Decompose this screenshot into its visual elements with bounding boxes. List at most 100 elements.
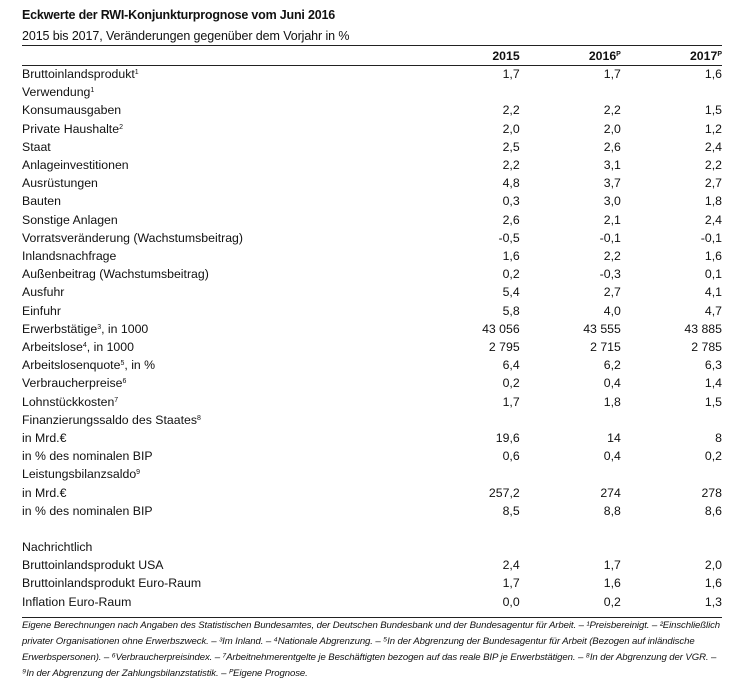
table-row: Lohnstückkosten7 1,7 1,8 1,5 [22, 393, 722, 411]
value-cell: -0,1 [700, 230, 722, 245]
footnote-marker: 7 [114, 396, 119, 404]
table-row: Verwendung1 [22, 83, 722, 101]
header-row: 2015 2016P 2017P [22, 48, 722, 65]
memo-row: Bruttoinlandsprodukt Euro-Raum 1,7 1,6 1,6 [22, 574, 722, 592]
value-cell [419, 465, 520, 483]
value-cell: 1,3 [704, 594, 722, 609]
row-label: Vorratsveränderung (Wachstumsbeitrag) [22, 230, 243, 245]
value-cell: 1,6 [704, 249, 722, 264]
table-row: Anlageinvestitionen 2,2 3,1 2,2 [22, 156, 722, 174]
value-cell: 6,2 [603, 358, 621, 373]
table-row: Ausfuhr 5,4 2,7 4,1 [22, 283, 722, 301]
value-cell: 4,1 [704, 285, 722, 300]
table-row: Vorratsveränderung (Wachstumsbeitrag) -0,… [22, 229, 722, 247]
value-cell: 3,0 [603, 194, 621, 209]
table-row: Bruttoinlandsprodukt1 1,7 1,7 1,6 [22, 65, 722, 83]
table-row: Verbraucherpreise6 0,2 0,4 1,4 [22, 374, 722, 392]
footnote: Eigene Berechnungen nach Angaben des Sta… [22, 620, 721, 679]
table-row: in % des nominalen BIP 8,5 8,8 8,6 [22, 502, 722, 520]
footnote-marker: 8 [197, 414, 201, 422]
value-cell: 0,2 [704, 449, 722, 464]
row-label: Bruttoinlandsprodukt1 [22, 67, 139, 81]
memo-title: Nachrichtlich [22, 540, 93, 555]
table-row: Erwerbstätige3, in 1000 43 056 43 555 43 88… [22, 320, 722, 338]
table-row: Konsumausgaben 2,2 2,2 1,5 [22, 101, 722, 119]
footnote-marker: 4 [82, 342, 87, 350]
row-label: Staat [22, 139, 51, 154]
value-cell: 3,1 [603, 158, 621, 173]
column-header-2016: 2016P [588, 49, 621, 63]
forecast-table: 2015 2016P 2017P Bruttoinlandsprodukt1 1,… [22, 48, 722, 611]
value-cell: 1,6 [704, 67, 722, 81]
column-header-2017: 2017P [689, 49, 722, 63]
footnote-marker: 3 [97, 323, 102, 331]
row-label: Außenbeitrag (Wachstumsbeitrag) [22, 267, 209, 282]
row-label: Bruttoinlandsprodukt USA [22, 558, 164, 573]
bottom-rule [22, 617, 722, 618]
table-row: Außenbeitrag (Wachstumsbeitrag) 0,2 -0,3 0,… [22, 265, 722, 283]
value-cell [621, 411, 722, 429]
value-cell: 1,7 [502, 394, 520, 409]
table-row: in Mrd.€ 19,6 14 8 [22, 429, 722, 447]
value-cell: 278 [701, 485, 722, 500]
spacer-row [22, 520, 722, 538]
value-cell: 43 555 [583, 321, 621, 336]
value-cell: 2,6 [603, 139, 621, 154]
value-cell: 43 885 [684, 321, 722, 336]
memo-title-row: Nachrichtlich [22, 538, 722, 556]
value-cell: 1,7 [603, 67, 621, 81]
value-cell: 4,7 [704, 303, 722, 318]
footnote-marker: 2 [119, 123, 123, 131]
value-cell [621, 83, 722, 101]
row-label: Verbraucherpreise6 [22, 376, 127, 391]
memo-row: Inflation Euro-Raum 0,0 0,2 1,3 [22, 593, 722, 611]
row-label: Inlandsnachfrage [22, 249, 117, 264]
value-cell [621, 465, 722, 483]
footnote-marker: 1 [134, 69, 139, 76]
value-cell: 1,8 [603, 394, 621, 409]
value-cell: 2 715 [590, 340, 621, 355]
value-cell: 8 [715, 431, 722, 446]
value-cell: 1,6 [603, 576, 621, 591]
value-cell: 1,7 [502, 67, 520, 81]
value-cell: 2,4 [704, 212, 722, 227]
table-title: Eckwerte der RWI-Konjunkturprognose vom … [22, 8, 335, 22]
value-cell: 8,8 [603, 503, 621, 518]
value-cell: 2,4 [704, 139, 722, 154]
value-cell: 6,3 [704, 358, 722, 373]
value-cell: 1,5 [704, 394, 722, 409]
row-label: Bruttoinlandsprodukt Euro-Raum [22, 576, 202, 591]
value-cell: 257,2 [488, 485, 520, 500]
value-cell: 1,4 [704, 376, 722, 391]
value-cell: -0,5 [498, 230, 520, 245]
value-cell: 2,0 [704, 558, 722, 573]
value-cell: 8,6 [704, 503, 722, 518]
value-cell: 1,6 [502, 249, 520, 264]
value-cell: 2,7 [603, 285, 621, 300]
table-row: Inlandsnachfrage 1,6 2,2 1,6 [22, 247, 722, 265]
row-label: Arbeitslosenquote5, in % [22, 358, 156, 373]
value-cell: -0,3 [599, 267, 621, 282]
table-row: Bauten 0,3 3,0 1,8 [22, 192, 722, 210]
value-cell [520, 411, 621, 429]
table-row: Staat 2,5 2,6 2,4 [22, 138, 722, 156]
value-cell: 43 056 [482, 321, 520, 336]
row-label: Ausfuhr [22, 285, 65, 300]
value-cell: 8,5 [502, 503, 520, 518]
value-cell: 0,2 [502, 376, 520, 391]
table-row: Leistungsbilanzsaldo9 [22, 465, 722, 483]
column-header-2015: 2015 [492, 49, 520, 63]
row-label: Sonstige Anlagen [22, 212, 118, 227]
row-label: Lohnstückkosten7 [22, 394, 119, 409]
value-cell: 2,0 [603, 121, 621, 136]
row-label: Arbeitslose4, in 1000 [22, 340, 134, 355]
value-cell: 14 [607, 431, 621, 446]
table-row: Private Haushalte2 2,0 2,0 1,2 [22, 120, 722, 138]
value-cell [419, 411, 520, 429]
value-cell: 1,5 [704, 103, 722, 118]
table-row: Arbeitslose4, in 1000 2 795 2 715 2 785 [22, 338, 722, 356]
value-cell: 0,6 [502, 449, 520, 464]
table-row: Arbeitslosenquote5, in % 6,4 6,2 6,3 [22, 356, 722, 374]
table-body: Bruttoinlandsprodukt1 1,7 1,7 1,6 Verwendung… [22, 65, 722, 611]
value-cell: 4,8 [502, 176, 520, 191]
